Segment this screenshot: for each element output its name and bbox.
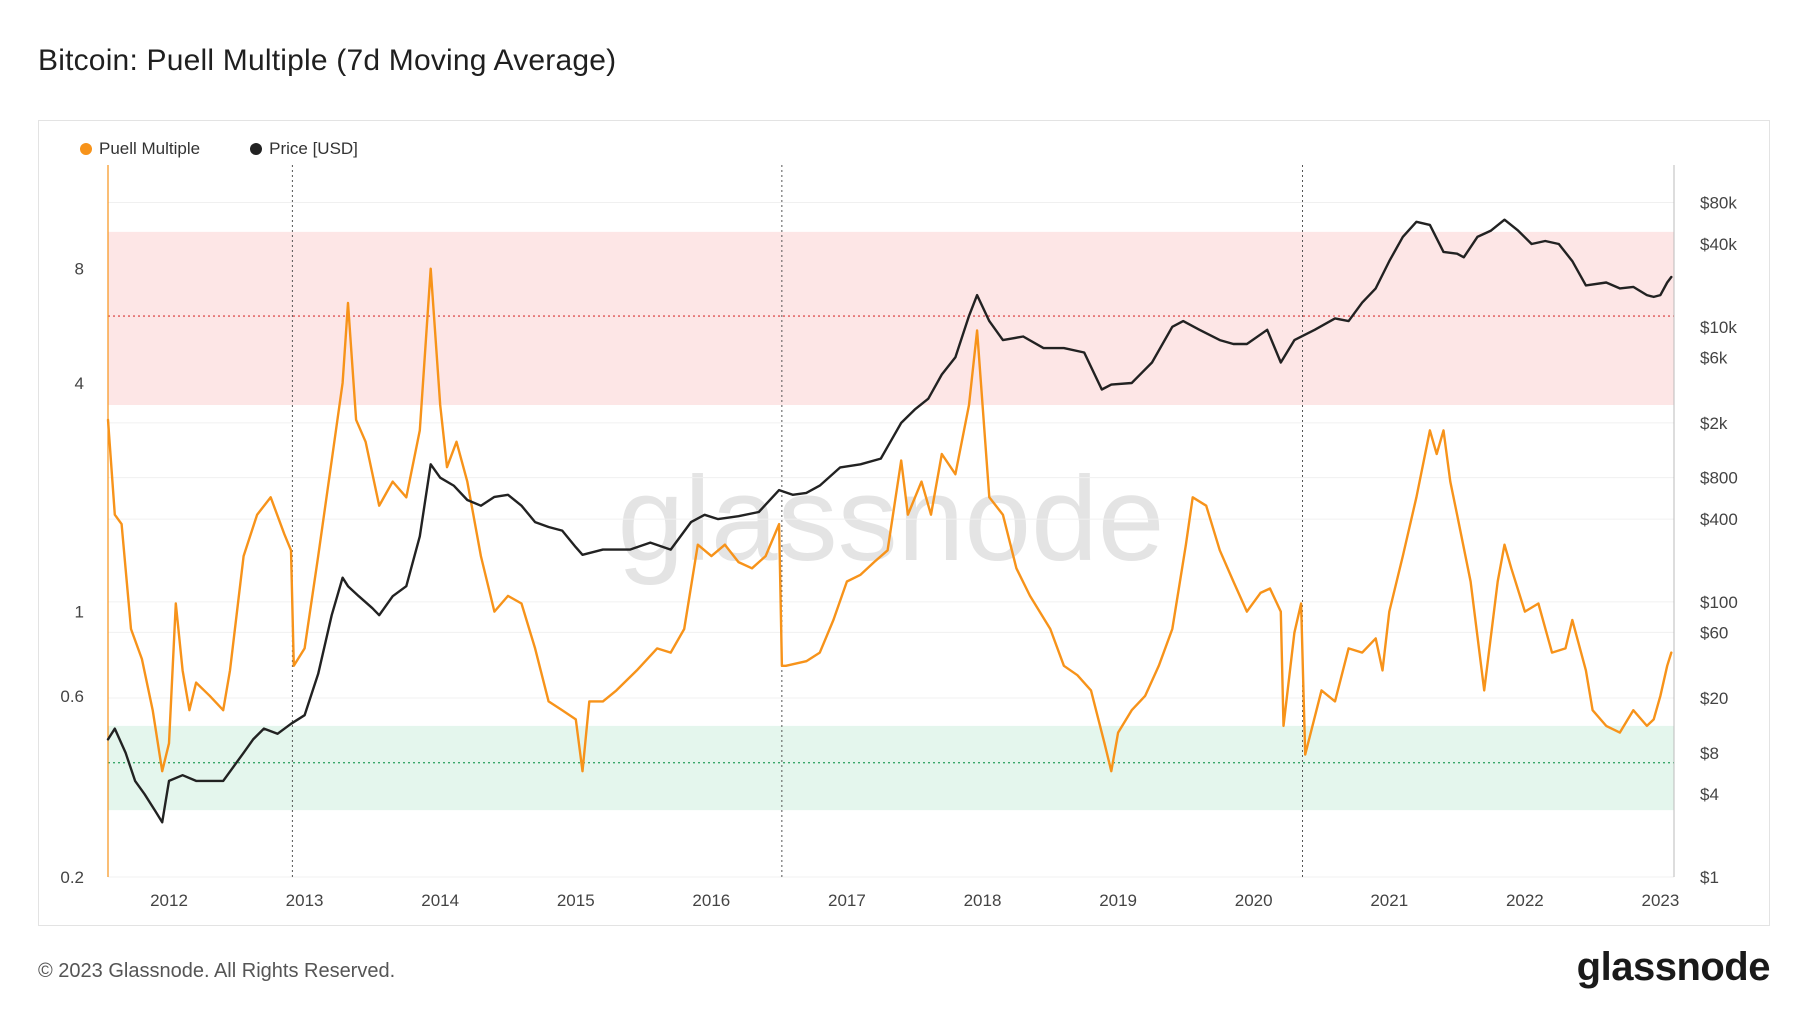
chart-title: Bitcoin: Puell Multiple (7d Moving Avera… bbox=[38, 44, 617, 77]
x-axis-tick-5: 2017 bbox=[828, 891, 866, 910]
x-axis-tick-11: 2023 bbox=[1642, 891, 1680, 910]
x-axis-tick-8: 2020 bbox=[1235, 891, 1273, 910]
footer-copyright: © 2023 Glassnode. All Rights Reserved. bbox=[38, 960, 396, 982]
left-axis-tick-4: 8 bbox=[75, 260, 84, 279]
x-axis-tick-9: 2021 bbox=[1370, 891, 1408, 910]
green-zone-band bbox=[108, 725, 1674, 811]
right-axis-tick-10: $10k bbox=[1700, 318, 1737, 337]
left-axis-tick-3: 4 bbox=[75, 374, 84, 393]
right-axis-tick-2: $8 bbox=[1700, 744, 1719, 763]
price-usd-line bbox=[106, 218, 1673, 824]
right-axis-tick-0: $1 bbox=[1700, 868, 1719, 887]
right-axis-tick-7: $800 bbox=[1700, 469, 1738, 488]
x-axis-tick-6: 2018 bbox=[964, 891, 1002, 910]
legend-puell-label: Puell Multiple bbox=[99, 139, 201, 158]
right-axis-tick-9: $6k bbox=[1700, 348, 1728, 367]
x-axis-tick-3: 2015 bbox=[557, 891, 595, 910]
x-axis-tick-2: 2014 bbox=[421, 891, 459, 910]
x-axis-tick-10: 2022 bbox=[1506, 891, 1544, 910]
chart-legend: Puell Multiple Price [USD] bbox=[80, 139, 358, 159]
legend-price-label: Price [USD] bbox=[269, 139, 358, 158]
right-axis-tick-4: $60 bbox=[1700, 623, 1728, 642]
left-axis-tick-2: 1 bbox=[75, 603, 84, 622]
left-axis-tick-0: 0.2 bbox=[60, 868, 84, 887]
right-axis-tick-12: $80k bbox=[1700, 194, 1737, 213]
x-axis-tick-0: 2012 bbox=[150, 891, 188, 910]
right-axis-tick-3: $20 bbox=[1700, 689, 1728, 708]
left-axis-tick-1: 0.6 bbox=[60, 687, 84, 706]
right-axis-tick-1: $4 bbox=[1700, 785, 1719, 804]
x-axis-tick-1: 2013 bbox=[286, 891, 324, 910]
legend-item-price[interactable]: Price [USD] bbox=[250, 139, 358, 159]
legend-price-dot-icon bbox=[250, 143, 263, 155]
right-axis-tick-8: $2k bbox=[1700, 414, 1728, 433]
x-axis-tick-4: 2016 bbox=[692, 891, 730, 910]
puell-multiple-line bbox=[106, 267, 1673, 773]
glassnode-logo[interactable]: glassnode bbox=[1576, 945, 1771, 989]
right-axis-tick-6: $400 bbox=[1700, 510, 1738, 529]
legend-puell-dot-icon bbox=[80, 143, 92, 155]
right-axis-tick-5: $100 bbox=[1700, 593, 1738, 612]
right-axis-tick-11: $40k bbox=[1700, 235, 1737, 254]
red-zone-band bbox=[108, 231, 1674, 405]
x-axis-tick-7: 2019 bbox=[1099, 891, 1137, 910]
legend-item-puell[interactable]: Puell Multiple bbox=[80, 139, 200, 159]
